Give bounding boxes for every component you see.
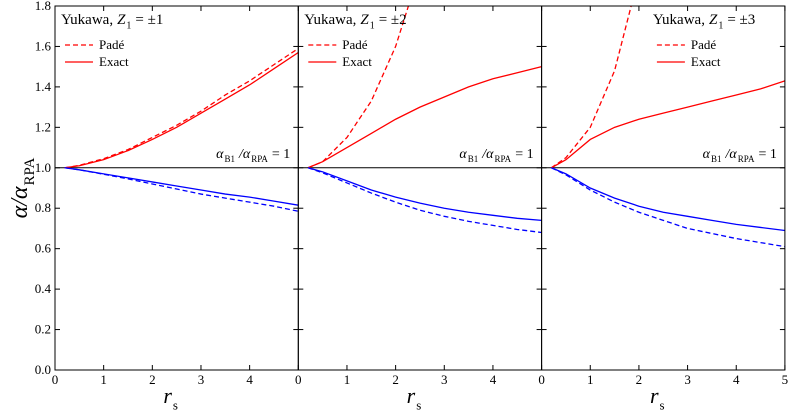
x-tick-label: 3: [441, 372, 448, 387]
text-part: = ±1: [135, 12, 163, 28]
legend-label: Exact: [99, 54, 129, 69]
panel-title: Yukawa, Z1 = ±1: [61, 12, 163, 32]
text-part: r: [650, 383, 659, 408]
text-part: Z: [360, 12, 369, 28]
series-line: [307, 6, 410, 169]
series-line: [64, 47, 299, 169]
text-part: Yukawa,: [304, 12, 356, 28]
text-part: = ±3: [727, 12, 755, 28]
text-part: /α: [238, 147, 251, 162]
x-tick-label: 2: [636, 372, 643, 387]
legend-label: Exact: [691, 54, 721, 69]
legend-label: Padé: [99, 37, 125, 52]
x-tick-label: 0: [295, 372, 302, 387]
text-part: s: [660, 398, 665, 411]
x-tick-label: 2: [149, 372, 156, 387]
text-part: Yukawa,: [653, 12, 705, 28]
x-tick-label: 1: [100, 372, 107, 387]
y-tick-label: 0.8: [35, 200, 51, 215]
x-axis-label: rs: [407, 383, 422, 411]
text-part: /α: [725, 147, 738, 162]
legend-label: Padé: [342, 37, 368, 52]
y-tick-label: 1.6: [35, 38, 52, 53]
y-tick-label: 1.0: [35, 160, 51, 175]
series-line: [307, 167, 542, 234]
legend-label: Exact: [342, 54, 372, 69]
plot-frame: [541, 5, 786, 371]
text-part: RPA: [738, 154, 755, 164]
text-part: α: [459, 147, 467, 162]
y-axis-label: α/αRPA: [7, 157, 38, 218]
text-part: = ±2: [379, 12, 407, 28]
y-tick-label: 0.6: [35, 241, 52, 256]
x-tick-label: 3: [684, 372, 691, 387]
text-part: Z: [117, 12, 126, 28]
text-part: RPA: [251, 154, 268, 164]
text-part: α: [216, 147, 224, 162]
x-tick-label: 0: [52, 372, 59, 387]
series-line: [551, 80, 785, 169]
text-part: α: [703, 147, 711, 162]
annotation: αB1/αRPA = 1: [216, 147, 290, 164]
series-line: [550, 6, 632, 169]
series-line: [307, 167, 542, 222]
panel-title: Yukawa, Z1 = ±3: [653, 12, 755, 32]
text-part: = 1: [758, 147, 776, 162]
text-part: = 1: [272, 147, 290, 162]
text-part: s: [416, 398, 421, 411]
x-tick-label: 1: [344, 372, 351, 387]
y-tick-label: 1.8: [35, 0, 51, 13]
text-part: B1: [468, 154, 479, 164]
x-tick-label: 5: [782, 372, 789, 387]
text-part: /α: [481, 147, 494, 162]
series-line: [551, 167, 785, 232]
series-line: [64, 167, 299, 212]
x-tick-label: 1: [587, 372, 594, 387]
y-tick-label: 0.4: [35, 281, 52, 296]
x-axis-label: rs: [650, 383, 665, 411]
panel-title: Yukawa, Z1 = ±2: [304, 12, 406, 32]
text-part: 1: [126, 21, 131, 32]
x-tick-label: 3: [198, 372, 205, 387]
y-tick-label: 0.0: [35, 362, 51, 377]
text-part: RPA: [495, 154, 512, 164]
series-line: [64, 167, 299, 206]
series-line: [64, 51, 299, 169]
text-part: B1: [711, 154, 722, 164]
x-tick-label: 0: [538, 372, 545, 387]
annotation: αB1/αRPA = 1: [459, 147, 533, 164]
text-part: RPA: [22, 157, 38, 185]
y-tick-label: 0.2: [35, 322, 51, 337]
text-part: r: [407, 383, 416, 408]
y-tick-label: 1.2: [35, 119, 51, 134]
x-axis-label: rs: [163, 383, 178, 411]
x-tick-label: 4: [246, 372, 253, 387]
text-part: r: [163, 383, 172, 408]
text-part: α/α: [7, 186, 33, 218]
text-part: 1: [718, 21, 723, 32]
text-part: = 1: [515, 147, 533, 162]
text-part: Z: [709, 12, 718, 28]
y-tick-label: 1.4: [35, 79, 52, 94]
series-line: [551, 167, 785, 248]
text-part: 1: [370, 21, 375, 32]
annotation: αB1/αRPA = 1: [703, 147, 777, 164]
text-part: s: [173, 398, 178, 411]
text-part: Yukawa,: [61, 12, 113, 28]
text-part: B1: [224, 154, 235, 164]
x-tick-label: 4: [490, 372, 497, 387]
plot-frame: [297, 5, 543, 371]
x-tick-label: 4: [733, 372, 740, 387]
plot-frame: [54, 5, 299, 371]
x-tick-label: 2: [392, 372, 399, 387]
legend-label: Padé: [691, 37, 717, 52]
series-line: [307, 66, 542, 169]
